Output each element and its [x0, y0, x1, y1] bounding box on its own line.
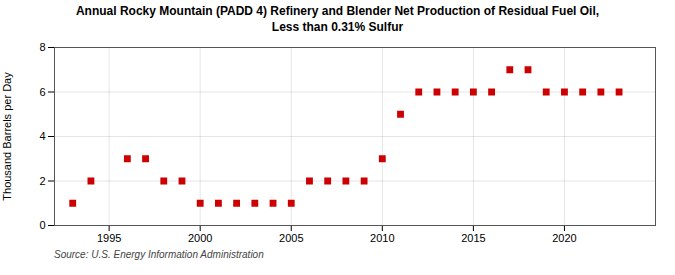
- svg-text:1995: 1995: [97, 232, 121, 244]
- svg-text:2000: 2000: [188, 232, 212, 244]
- svg-text:2010: 2010: [370, 232, 394, 244]
- svg-text:2005: 2005: [279, 232, 303, 244]
- svg-text:2020: 2020: [552, 232, 576, 244]
- svg-text:8: 8: [39, 41, 45, 53]
- svg-text:Thousand Barrels per Day: Thousand Barrels per Day: [1, 72, 13, 201]
- svg-text:4: 4: [39, 130, 45, 142]
- svg-text:2015: 2015: [461, 232, 485, 244]
- svg-text:6: 6: [39, 86, 45, 98]
- html-text:Source: U.S. Energy Informatio: Source: U.S. Energy Information Administ…: [54, 249, 264, 261]
- svg-text:2: 2: [39, 175, 45, 187]
- svg-text:0: 0: [39, 219, 45, 231]
- html-text:Annual Rocky Mountain (PADD 4): Annual Rocky Mountain (PADD 4) Refinery …: [75, 4, 600, 34]
